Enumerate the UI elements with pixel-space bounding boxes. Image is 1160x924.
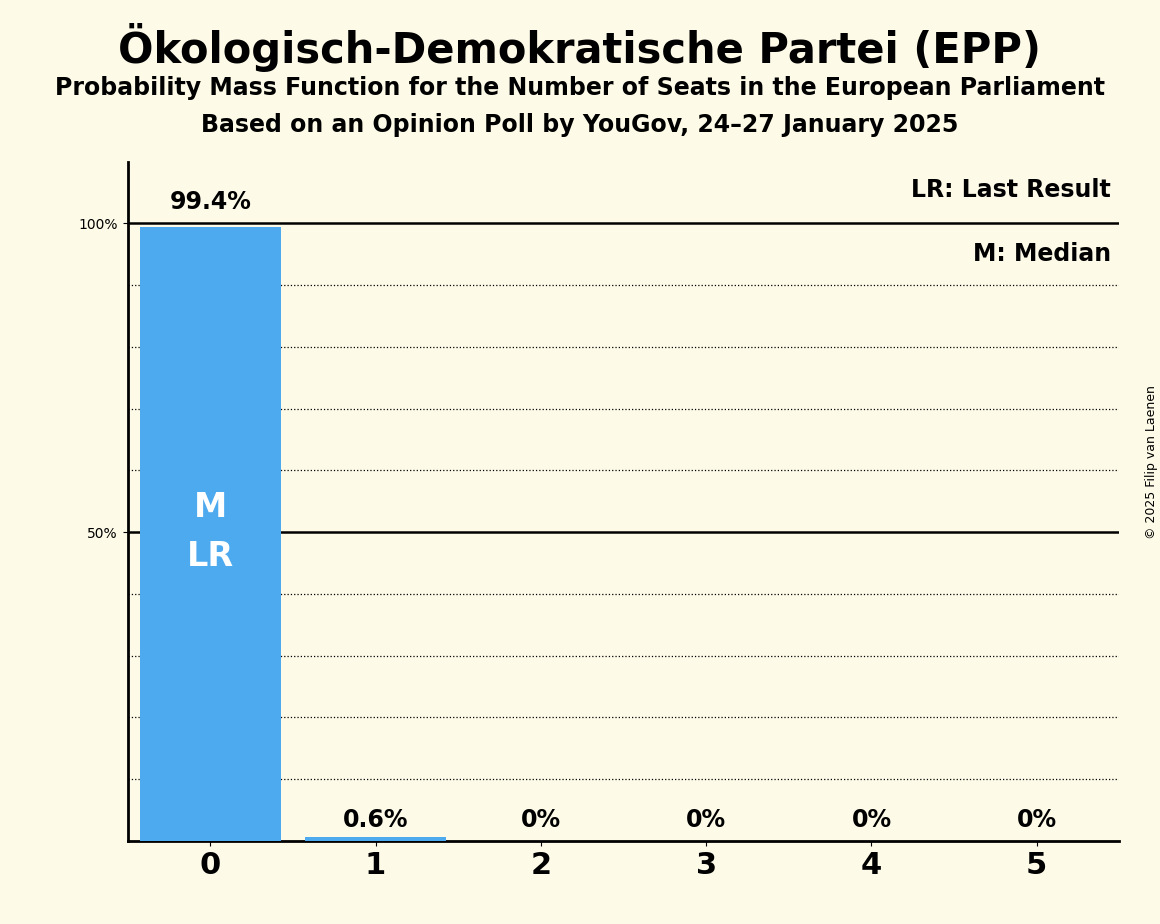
Text: M: M bbox=[194, 491, 227, 524]
Text: Probability Mass Function for the Number of Seats in the European Parliament: Probability Mass Function for the Number… bbox=[55, 76, 1105, 100]
Text: 0%: 0% bbox=[851, 808, 892, 832]
Text: M: Median: M: Median bbox=[973, 242, 1111, 266]
Text: 0%: 0% bbox=[521, 808, 561, 832]
Text: Based on an Opinion Poll by YouGov, 24–27 January 2025: Based on an Opinion Poll by YouGov, 24–2… bbox=[202, 113, 958, 137]
Text: Ökologisch-Demokratische Partei (EPP): Ökologisch-Demokratische Partei (EPP) bbox=[118, 23, 1042, 72]
Bar bbox=[305, 837, 445, 841]
Bar bbox=[140, 227, 281, 841]
Text: 99.4%: 99.4% bbox=[169, 190, 252, 214]
Text: © 2025 Filip van Laenen: © 2025 Filip van Laenen bbox=[1145, 385, 1159, 539]
Text: LR: LR bbox=[187, 541, 234, 573]
Text: 0%: 0% bbox=[1016, 808, 1057, 832]
Text: 0%: 0% bbox=[686, 808, 726, 832]
Text: 0.6%: 0.6% bbox=[343, 808, 408, 832]
Text: LR: Last Result: LR: Last Result bbox=[912, 177, 1111, 201]
